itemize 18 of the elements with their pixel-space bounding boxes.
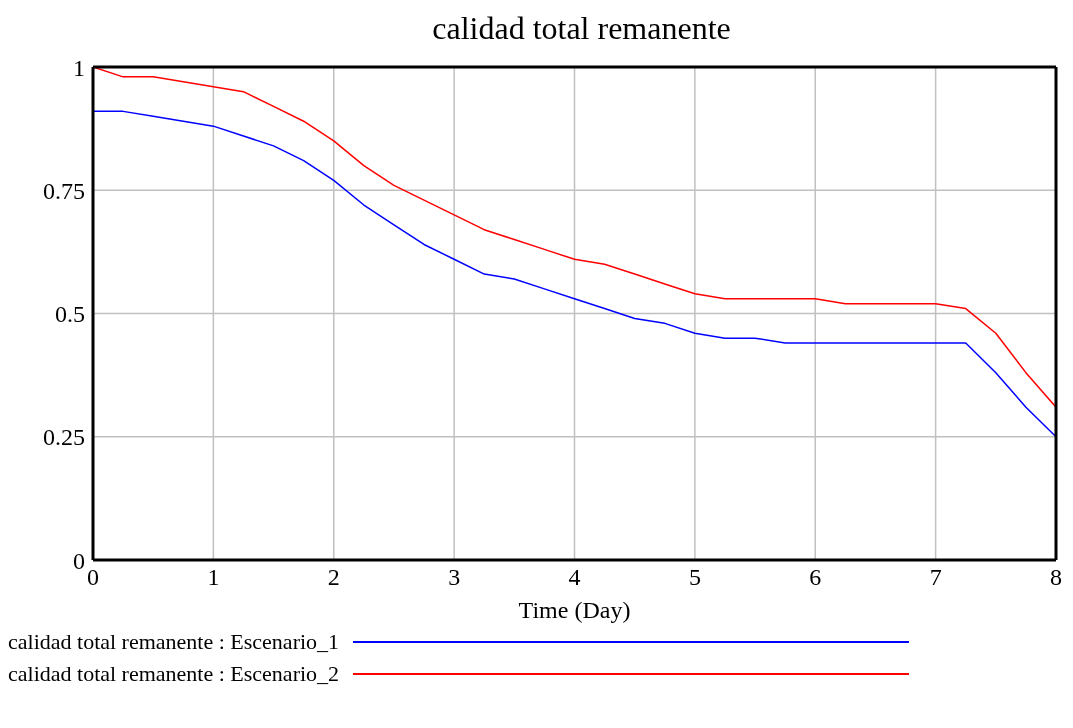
- x-tick-label: 8: [1050, 564, 1062, 591]
- y-tick-label: 0: [73, 547, 85, 574]
- x-tick-label: 1: [207, 564, 220, 591]
- chart-title: calidad total remanente: [431, 9, 732, 48]
- x-tick-label: 3: [448, 564, 461, 591]
- legend-label: calidad total remanente : Escenario_2: [8, 661, 340, 687]
- x-tick-label: 5: [688, 564, 701, 591]
- y-tick-label: 0.5: [55, 301, 85, 328]
- x-tick-label: 2: [327, 564, 340, 591]
- line-series: [93, 110, 1056, 438]
- y-tick-label: 1: [73, 54, 85, 81]
- y-tick-label: 0.75: [43, 177, 85, 204]
- x-tick-label: 7: [929, 564, 942, 591]
- y-tick-label: 0.25: [43, 424, 85, 451]
- x-tick-label: 4: [568, 564, 581, 591]
- x-axis-title: Time (Day): [518, 597, 631, 623]
- x-tick-label: 6: [809, 564, 822, 591]
- legend-label: calidad total remanente : Escenario_1: [8, 629, 340, 655]
